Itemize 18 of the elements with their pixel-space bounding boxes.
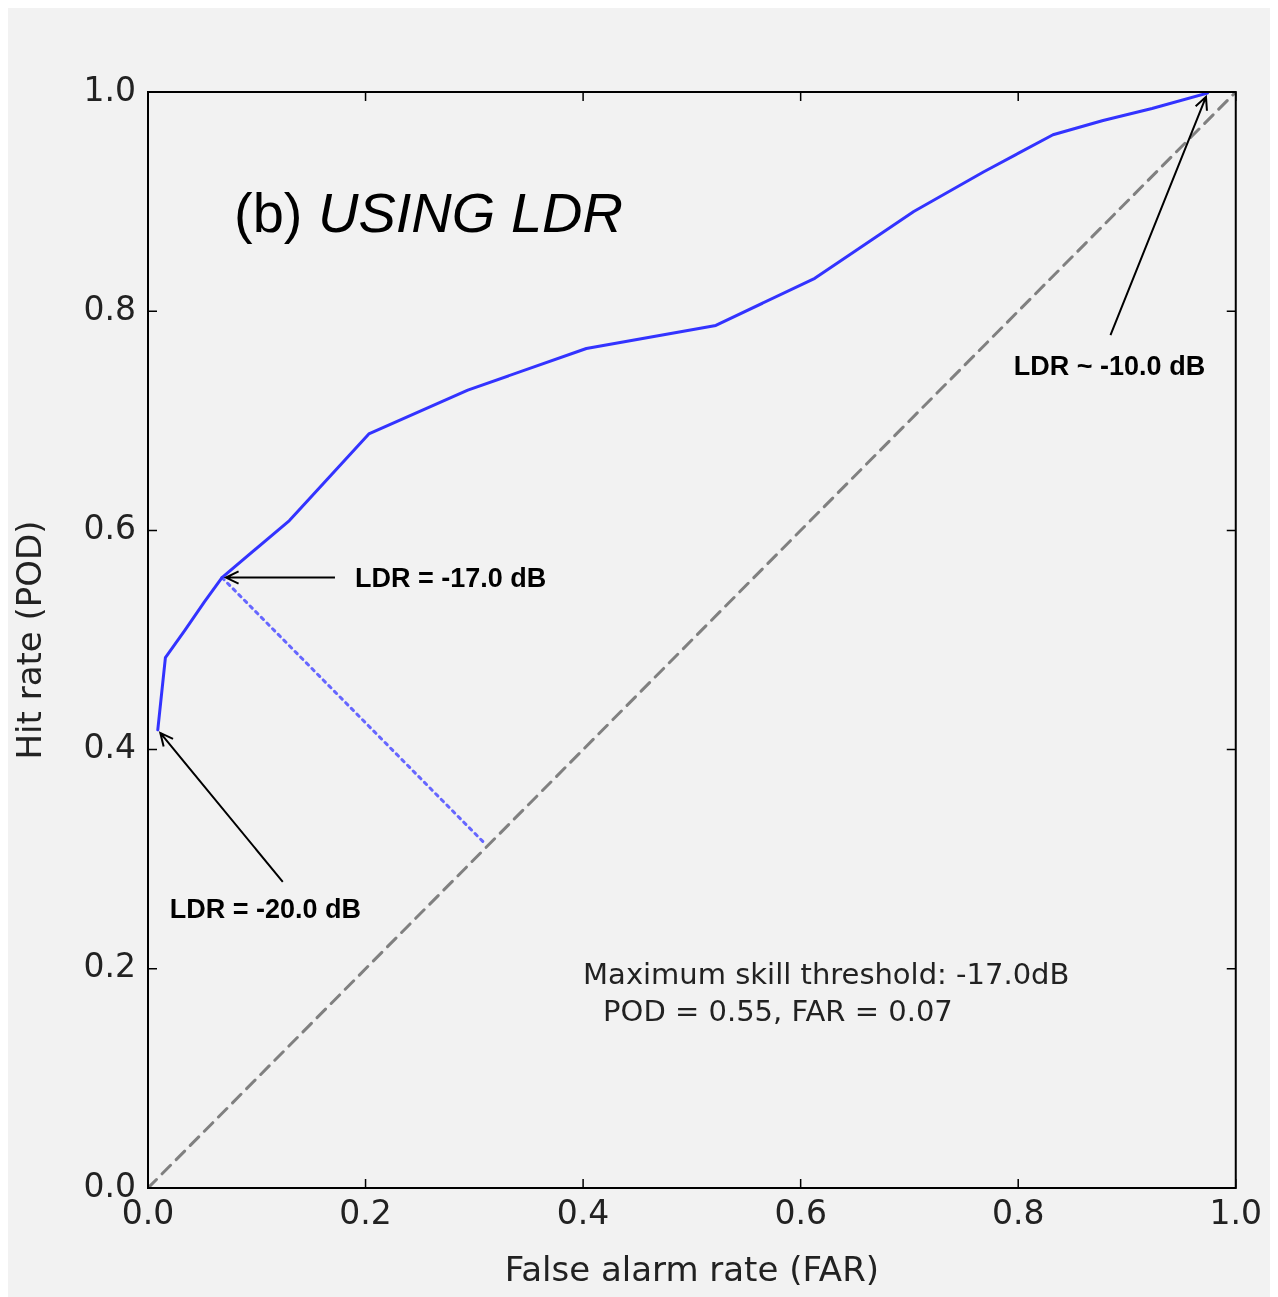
y-tick-label: 0.8 (83, 288, 136, 328)
y-tick-label: 1.0 (83, 69, 136, 109)
y-tick-label: 0.4 (83, 727, 136, 767)
annotation: LDR = -17.0 dB (354, 562, 547, 593)
text: (b) USING LDR (234, 181, 623, 244)
x-tick-label: 0.2 (339, 1193, 392, 1233)
y-tick-label: 0.2 (83, 946, 136, 986)
y-axis-title: Hit rate (POD) (9, 520, 50, 760)
x-tick-label: 0.6 (774, 1193, 827, 1233)
x-tick-label: 1.0 (1209, 1193, 1262, 1233)
x-tick-label: 0.4 (556, 1193, 610, 1233)
x-tick-label: 0.8 (991, 1193, 1045, 1233)
annotation: POD = 0.55, FAR = 0.07 (603, 994, 953, 1028)
x-axis-title: False alarm rate (FAR) (504, 1249, 880, 1290)
annotation: LDR = -20.0 dB (169, 894, 362, 925)
annotation: LDR ~ -10.0 dB (1013, 350, 1206, 381)
y-tick-label: 0.6 (83, 507, 136, 547)
annotation: Maximum skill threshold: -17.0dB (583, 957, 1070, 991)
